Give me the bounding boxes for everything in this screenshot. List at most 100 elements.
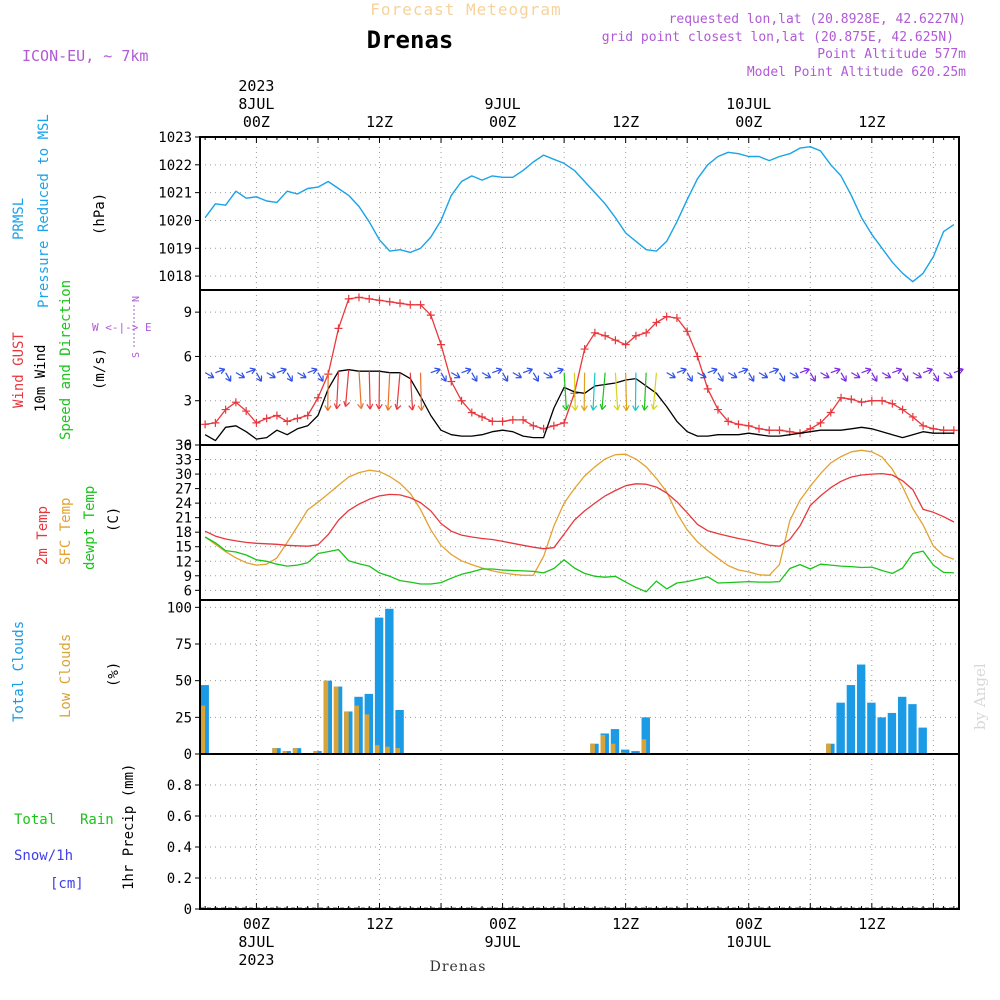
wind-arrow <box>592 372 596 411</box>
wind-arrow <box>396 372 401 410</box>
total-cloud-bar <box>641 717 650 754</box>
compass-s: S <box>131 352 142 358</box>
wind-arrow <box>297 372 307 379</box>
gust-marker <box>693 352 702 361</box>
time-label-bottom: 00Z <box>489 915 516 933</box>
wind-arrow-head <box>557 367 564 375</box>
wind-arrow <box>419 372 423 411</box>
wind-arrow-head <box>809 375 816 382</box>
gust-marker <box>580 345 589 354</box>
wind-arrow-head <box>680 367 687 375</box>
wind-arrow-head <box>700 372 707 379</box>
rain-label: Rain <box>80 812 114 828</box>
gust-line <box>205 296 954 434</box>
y-tick-label: 100 <box>167 600 192 616</box>
wind-arrow <box>430 368 441 374</box>
wind-arrow <box>204 372 215 379</box>
wind-arrow-head <box>343 400 351 408</box>
gust-marker <box>426 311 435 320</box>
wind-arrow-head <box>742 367 749 375</box>
wind-arrow-head <box>515 372 523 379</box>
total-cloud-bar <box>631 751 640 754</box>
gust-marker <box>201 420 210 429</box>
time-label-top: 12Z <box>612 113 639 131</box>
gust-marker <box>231 398 240 407</box>
gust-marker <box>498 417 507 426</box>
wind-arrow <box>409 372 414 411</box>
gust-marker <box>744 421 753 430</box>
gust-marker <box>642 328 651 337</box>
low-cloud-bar <box>344 711 349 754</box>
panel-frame-2 <box>199 444 960 601</box>
y-tick-label: 0.4 <box>167 840 192 856</box>
wind-arrow-head <box>532 375 540 382</box>
wind-line <box>204 369 954 442</box>
total-cloud-bar <box>856 664 866 754</box>
low-cloud-bar <box>333 686 339 754</box>
gust-marker <box>467 408 476 417</box>
time-label-top: 2023 <box>238 77 274 95</box>
gust-marker <box>754 424 763 433</box>
sfc-temp-line <box>204 449 955 576</box>
gust-marker <box>262 414 271 423</box>
gust-marker <box>375 296 384 305</box>
total-label: Total <box>14 812 56 828</box>
wind-arrow-head <box>840 375 847 382</box>
total-cloud-bar <box>846 685 856 754</box>
wind-arrow <box>440 372 447 382</box>
gust-marker <box>478 412 487 421</box>
wind-arrow-head <box>717 375 724 382</box>
point-altitude: Point Altitude 577m <box>817 47 966 62</box>
low-cloud-bar <box>395 748 401 754</box>
wind-arrow <box>471 372 478 382</box>
gust-marker <box>406 300 415 309</box>
time-label-top: 10JUL <box>726 95 771 113</box>
wind-arrow <box>738 368 749 374</box>
wind-arrow <box>235 372 245 379</box>
wind-arrow <box>697 372 707 379</box>
y-tick-label: 6 <box>184 583 192 599</box>
wind-arrow-head <box>311 367 318 375</box>
wind-arrow <box>450 372 461 379</box>
wind-arrow-head <box>932 375 940 382</box>
wind-arrow-head <box>884 372 892 379</box>
gust-marker <box>857 398 866 407</box>
gust-marker <box>611 336 620 345</box>
wind-arrow <box>778 372 786 382</box>
wind-arrow <box>820 372 830 379</box>
dewpt-temp-label: dewpt Temp <box>82 486 98 570</box>
y-tick-label: 75 <box>175 637 192 653</box>
y-tick-label: 0 <box>184 438 192 454</box>
time-label-bottom: 12Z <box>612 915 639 933</box>
wind-arrow <box>266 372 276 379</box>
requested-coords: requested lon,lat (20.8928E, 42.6227N) <box>669 12 966 27</box>
wind-arrow-head <box>641 404 649 411</box>
percent-label: (%) <box>106 662 122 687</box>
ms-label: (m/s) <box>92 348 108 390</box>
wind-arrow <box>789 372 799 379</box>
panel-frame-3 <box>199 599 960 755</box>
wind-arrow <box>707 368 718 374</box>
y-tick-label: 0.8 <box>167 778 192 794</box>
y-tick-label: 1022 <box>158 158 192 174</box>
wind-arrow-head <box>562 404 570 411</box>
wind-arrow-head <box>238 372 246 379</box>
total-cloud-bar <box>867 702 876 754</box>
gust-marker <box>765 426 774 435</box>
wind-arrow-head <box>454 372 461 379</box>
y-tick-label: 9 <box>184 305 192 321</box>
wind-arrow <box>276 368 287 374</box>
cm-label: [cm] <box>50 876 84 892</box>
gust-marker <box>549 421 558 430</box>
wind-arrow <box>225 372 232 382</box>
wind-arrow <box>563 372 568 411</box>
wind-arrow-head <box>865 367 872 375</box>
wind-arrow <box>307 368 318 374</box>
wind-arrow <box>601 372 606 410</box>
low-cloud-bar <box>364 714 370 754</box>
wind-arrow <box>344 369 350 407</box>
time-label-bottom: 00Z <box>243 915 270 933</box>
wind-arrow <box>922 368 933 374</box>
time-label-bottom: 9JUL <box>485 933 521 951</box>
time-label-bottom: 12Z <box>858 915 885 933</box>
